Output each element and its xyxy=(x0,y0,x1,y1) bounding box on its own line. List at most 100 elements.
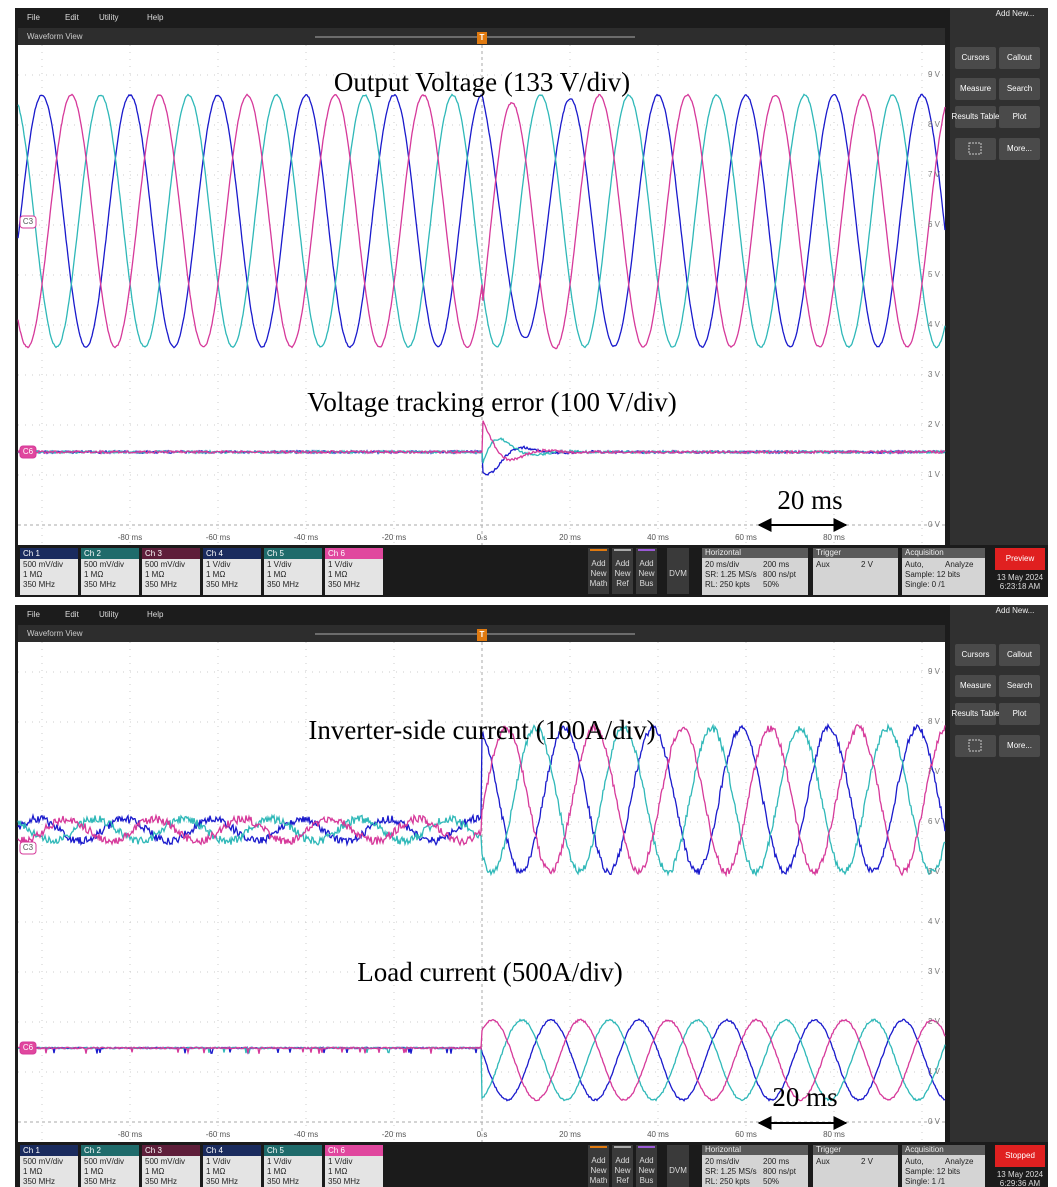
channel-setting: 500 mV/div xyxy=(84,560,124,569)
time-label: 0 s xyxy=(477,1130,488,1139)
add-button-label[interactable]: Add xyxy=(615,1156,629,1165)
horizontal-setting: SR: 1.25 MS/s xyxy=(705,570,757,579)
screenshot: FileEditUtilityHelpWaveform ViewT9 V8 V7… xyxy=(0,0,1057,1187)
side-button-label[interactable]: Results Table xyxy=(952,112,1000,121)
side-button-label[interactable]: Plot xyxy=(1013,112,1028,121)
channel-name[interactable]: Ch 3 xyxy=(145,549,162,558)
side-button-label[interactable]: Cursors xyxy=(961,53,989,62)
badge-title[interactable]: Trigger xyxy=(816,1145,841,1154)
volt-label: 6 V xyxy=(928,817,941,826)
add-button-label[interactable]: New xyxy=(590,1166,606,1175)
add-button-label[interactable]: Math xyxy=(590,1176,608,1185)
add-button-label[interactable]: New xyxy=(614,569,630,578)
add-button-label[interactable]: New xyxy=(638,1166,654,1175)
horizontal-setting: RL: 250 kpts xyxy=(705,580,750,589)
side-button-label[interactable]: More... xyxy=(1007,741,1032,750)
side-button-label[interactable]: Results Table xyxy=(952,709,1000,718)
menu-item[interactable]: File xyxy=(27,610,40,619)
add-button-label[interactable]: Ref xyxy=(616,579,629,588)
time-label: -20 ms xyxy=(382,1130,406,1139)
add-button-label[interactable]: Add xyxy=(639,559,653,568)
side-button[interactable] xyxy=(955,138,996,160)
add-button-label[interactable]: Add xyxy=(591,1156,605,1165)
channel-name[interactable]: Ch 5 xyxy=(267,549,284,558)
channel-name[interactable]: Ch 4 xyxy=(206,549,223,558)
add-button-label[interactable]: Ref xyxy=(616,1176,629,1185)
add-button-label[interactable]: Add xyxy=(639,1156,653,1165)
badge-title[interactable]: Trigger xyxy=(816,548,841,557)
menu-item[interactable]: Utility xyxy=(99,610,119,619)
channel-marker-label: C6 xyxy=(23,447,34,456)
volt-label: 9 V xyxy=(928,70,941,79)
side-button-label[interactable]: Cursors xyxy=(961,650,989,659)
add-button-label[interactable]: Add xyxy=(591,559,605,568)
time-label: 20 ms xyxy=(559,1130,581,1139)
add-button-label[interactable]: Math xyxy=(590,579,608,588)
horizontal-setting: 20 ms/div xyxy=(705,1157,739,1166)
channel-setting: 1 MΩ xyxy=(328,1167,347,1176)
add-button-label[interactable]: New xyxy=(590,569,606,578)
add-button-label[interactable]: New xyxy=(638,569,654,578)
channel-name[interactable]: Ch 2 xyxy=(84,1146,101,1155)
channel-setting: 350 MHz xyxy=(84,580,116,589)
volt-label: 7 V xyxy=(928,767,941,776)
menu-item[interactable]: File xyxy=(27,13,40,22)
channel-name[interactable]: Ch 5 xyxy=(267,1146,284,1155)
badge-title[interactable]: Horizontal xyxy=(705,548,741,557)
side-button-label[interactable]: Callout xyxy=(1007,650,1033,659)
menu-item[interactable]: Help xyxy=(147,13,164,22)
side-button-label[interactable]: Measure xyxy=(960,681,992,690)
side-button[interactable] xyxy=(955,735,996,757)
channel-name[interactable]: Ch 1 xyxy=(23,549,40,558)
side-button-label[interactable]: Measure xyxy=(960,84,992,93)
channel-setting: 500 mV/div xyxy=(23,1157,63,1166)
add-button-label[interactable]: Bus xyxy=(640,579,654,588)
badge-title[interactable]: Horizontal xyxy=(705,1145,741,1154)
channel-setting: 500 mV/div xyxy=(145,1157,185,1166)
dvm-label[interactable]: DVM xyxy=(669,1166,687,1175)
add-button-label[interactable]: Bus xyxy=(640,1176,654,1185)
volt-label: 7 V xyxy=(928,170,941,179)
channel-name[interactable]: Ch 3 xyxy=(145,1146,162,1155)
channel-setting: 1 V/div xyxy=(328,1157,352,1166)
time-label: -60 ms xyxy=(206,1130,230,1139)
side-button-label[interactable]: More... xyxy=(1007,144,1032,153)
dvm-label[interactable]: DVM xyxy=(669,569,687,578)
side-button-label[interactable]: Search xyxy=(1007,84,1032,93)
channel-setting: 350 MHz xyxy=(328,580,360,589)
channel-name[interactable]: Ch 1 xyxy=(23,1146,40,1155)
horizontal-setting: 800 ns/pt xyxy=(763,570,797,579)
channel-setting: 1 V/div xyxy=(206,1157,230,1166)
time-label: 0 s xyxy=(477,533,488,542)
badge-title[interactable]: Acquisition xyxy=(905,548,944,557)
time-label: -40 ms xyxy=(294,1130,318,1139)
menu-item[interactable]: Edit xyxy=(65,13,80,22)
channel-setting: 1 V/div xyxy=(267,560,291,569)
menu-item[interactable]: Utility xyxy=(99,13,119,22)
channel-name[interactable]: Ch 2 xyxy=(84,549,101,558)
time-label: 80 ms xyxy=(823,1130,845,1139)
channel-setting: 350 MHz xyxy=(267,1177,299,1186)
channel-name[interactable]: Ch 6 xyxy=(328,1146,345,1155)
acquisition-setting: Sample: 12 bits xyxy=(905,570,960,579)
add-button-label[interactable]: Add xyxy=(615,559,629,568)
side-button-label[interactable]: Plot xyxy=(1013,709,1028,718)
channel-setting: 350 MHz xyxy=(145,1177,177,1186)
channel-name[interactable]: Ch 6 xyxy=(328,549,345,558)
badge-title[interactable]: Acquisition xyxy=(905,1145,944,1154)
run-button-label[interactable]: Preview xyxy=(1006,554,1035,563)
channel-setting: 350 MHz xyxy=(145,580,177,589)
channel-setting: 1 MΩ xyxy=(23,1167,42,1176)
time-label: -20 ms xyxy=(382,533,406,542)
side-button-label[interactable]: Search xyxy=(1007,681,1032,690)
channel-name[interactable]: Ch 4 xyxy=(206,1146,223,1155)
add-button-label[interactable]: New xyxy=(614,1166,630,1175)
run-button-label[interactable]: Stopped xyxy=(1005,1151,1035,1160)
menu-item[interactable]: Edit xyxy=(65,610,80,619)
annotation: Load current (500A/div) xyxy=(357,957,622,987)
channel-setting: 1 MΩ xyxy=(145,570,164,579)
menu-item[interactable]: Help xyxy=(147,610,164,619)
side-button-label[interactable]: Callout xyxy=(1007,53,1033,62)
channel-setting: 350 MHz xyxy=(206,1177,238,1186)
annotation: Output Voltage (133 V/div) xyxy=(334,67,630,97)
